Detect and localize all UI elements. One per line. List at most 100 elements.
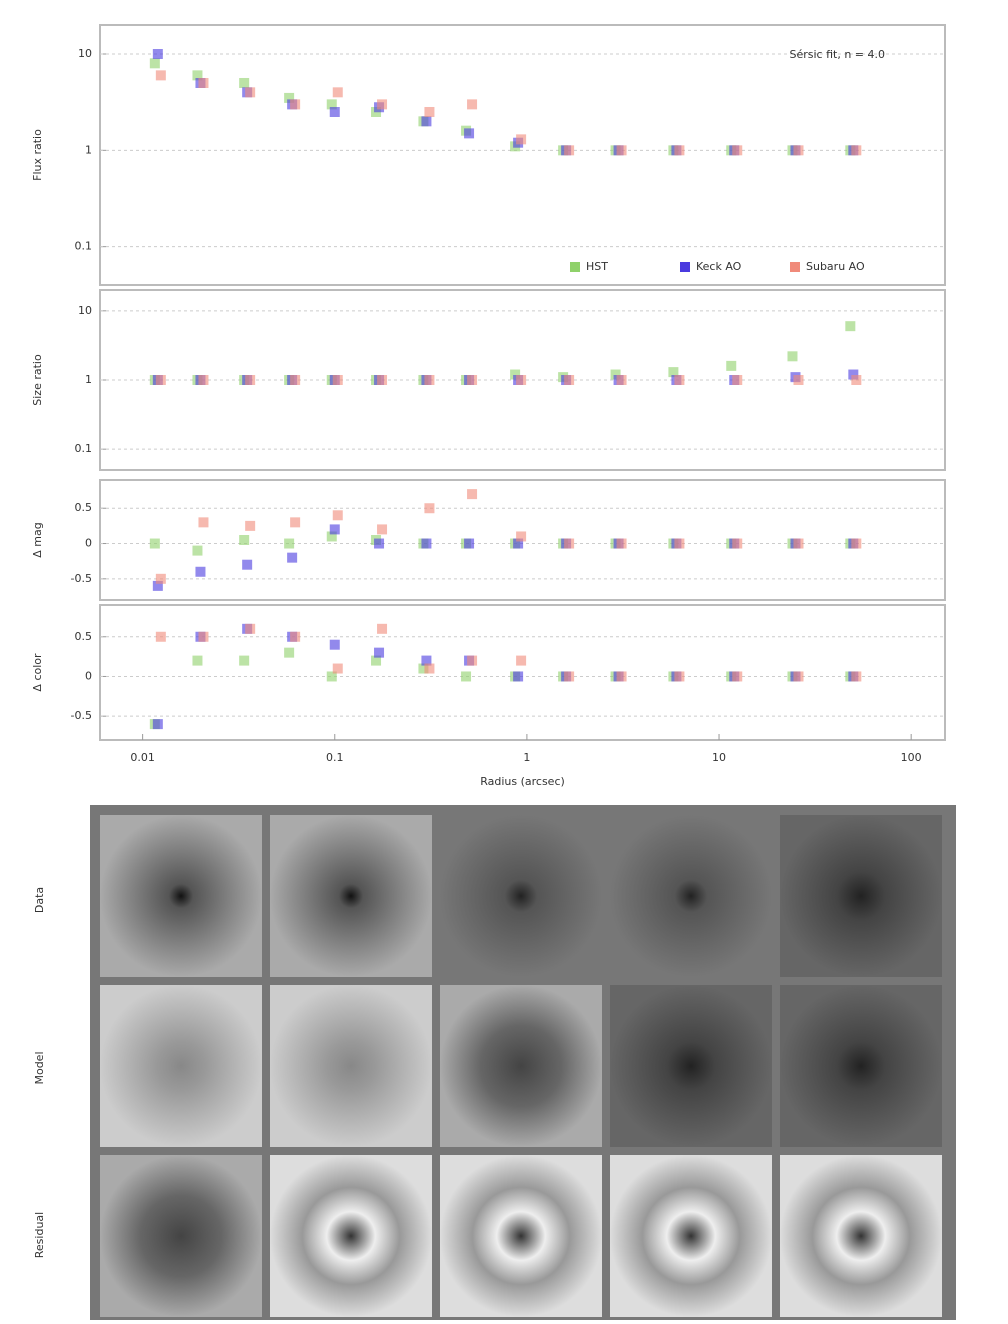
marker <box>848 369 859 380</box>
marker <box>152 580 163 591</box>
marker <box>616 375 627 385</box>
y-tick-label: 0.1 <box>75 240 93 253</box>
marker <box>377 623 388 634</box>
y-axis-label: Δ color <box>31 653 44 692</box>
y-tick-label: 1 <box>85 373 92 386</box>
y-tick-label: 0.1 <box>75 442 93 455</box>
marker <box>510 369 521 380</box>
marker <box>516 375 527 385</box>
marker <box>424 375 435 385</box>
marker <box>851 145 862 156</box>
plot-frame <box>99 24 946 286</box>
marker <box>467 375 478 385</box>
plot-frame <box>99 604 946 741</box>
marker <box>421 538 432 549</box>
image-cell <box>100 985 262 1147</box>
marker <box>616 671 627 682</box>
y-tick-label: 0 <box>85 537 92 550</box>
marker <box>332 87 343 98</box>
x-tick-label: 100 <box>901 751 922 764</box>
marker <box>155 631 166 642</box>
legend-swatch <box>790 262 800 272</box>
image-cell <box>270 1155 432 1317</box>
marker <box>464 538 475 549</box>
marker <box>732 538 743 549</box>
y-axis-label: Size ratio <box>31 354 44 406</box>
marker <box>239 77 250 88</box>
marker <box>290 375 301 385</box>
marker <box>245 520 256 531</box>
marker <box>513 671 524 682</box>
image-cell <box>610 985 772 1147</box>
marker <box>329 524 340 535</box>
marker <box>461 671 472 682</box>
marker <box>418 663 429 674</box>
marker <box>616 145 627 156</box>
marker <box>245 87 256 98</box>
marker <box>284 92 295 103</box>
y-tick-label: 0.5 <box>75 501 93 514</box>
x-tick-label: 0.01 <box>130 751 155 764</box>
legend-swatch <box>680 262 690 272</box>
marker <box>332 510 343 521</box>
marker <box>245 623 256 634</box>
marker <box>332 663 343 674</box>
y-axis-label: Flux ratio <box>31 129 44 181</box>
legend-swatch <box>570 262 580 272</box>
image-cell <box>610 1155 772 1317</box>
marker <box>290 99 301 110</box>
marker <box>326 531 337 542</box>
marker <box>195 566 206 577</box>
marker <box>332 375 343 385</box>
marker <box>239 535 250 545</box>
y-axis-label: Δ mag <box>31 522 44 557</box>
legend-label: Subaru AO <box>806 260 865 273</box>
marker <box>421 655 432 666</box>
marker <box>192 655 203 666</box>
marker <box>564 671 575 682</box>
marker <box>668 367 679 378</box>
image-cell <box>440 1155 602 1317</box>
marker <box>793 671 804 682</box>
marker <box>329 639 340 650</box>
marker <box>793 375 804 385</box>
image-cell <box>780 1155 942 1317</box>
marker <box>467 655 478 666</box>
marker <box>513 538 524 549</box>
marker <box>851 375 862 385</box>
marker <box>851 538 862 549</box>
marker <box>467 489 478 500</box>
marker <box>198 375 209 385</box>
marker <box>674 671 685 682</box>
row-label: Data <box>33 887 46 913</box>
row-label: Model <box>33 1051 46 1084</box>
legend-label: Keck AO <box>696 260 742 273</box>
image-cell <box>100 1155 262 1317</box>
marker <box>464 128 475 139</box>
marker <box>155 573 166 584</box>
x-tick-label: 0.1 <box>326 751 344 764</box>
image-cell <box>440 985 602 1147</box>
marker <box>793 538 804 549</box>
marker <box>610 369 621 380</box>
marker <box>564 538 575 549</box>
y-tick-label: 0.5 <box>75 630 93 643</box>
x-tick-label: 10 <box>712 751 726 764</box>
marker <box>374 647 385 658</box>
image-cell <box>780 985 942 1147</box>
marker <box>377 375 388 385</box>
marker <box>329 106 340 117</box>
marker <box>732 145 743 156</box>
x-tick-label: 1 <box>523 751 530 764</box>
marker <box>726 360 737 371</box>
image-grid <box>100 815 942 1317</box>
marker <box>851 671 862 682</box>
marker <box>516 655 527 666</box>
marker <box>674 145 685 156</box>
marker <box>198 77 209 88</box>
marker <box>732 375 743 385</box>
marker <box>516 134 527 145</box>
image-cell <box>270 985 432 1147</box>
